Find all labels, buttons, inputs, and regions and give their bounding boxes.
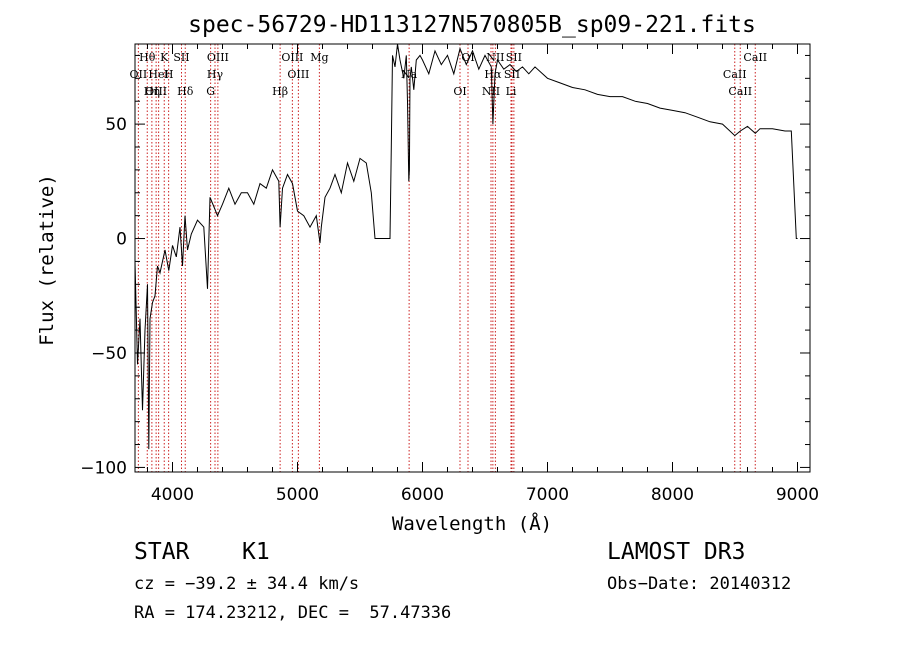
x-tick-label: 5000	[276, 485, 319, 505]
line-marker-label: Li	[506, 85, 517, 98]
x-tick-label: 7000	[526, 485, 569, 505]
line-marker-label: HeI	[148, 68, 168, 81]
line-marker-label: CaII	[723, 68, 747, 81]
line-marker-label: SII	[173, 51, 189, 64]
line-marker-label: K	[160, 51, 169, 64]
subclass: K1	[242, 539, 270, 565]
x-tick-label: 9000	[776, 485, 819, 505]
line-marker-label: Mg	[310, 51, 328, 64]
x-tick-label: 8000	[651, 485, 694, 505]
chart-title: spec-56729-HD113127N570805B_sp09-221.fit…	[188, 12, 756, 38]
spectrum-chart: spec-56729-HD113127N570805B_sp09-221.fit…	[36, 12, 819, 535]
coordinates: RA = 174.23212, DEC = 57.47336	[134, 603, 452, 623]
line-marker-label: Hδ	[177, 85, 194, 98]
x-tick-label: 4000	[151, 485, 194, 505]
axis-ticks: 4000 5000 6000 7000 8000 9000 −100 −50 0 50	[80, 44, 819, 505]
line-marker-label: G	[206, 85, 215, 98]
line-marker-label: Hγ	[207, 68, 224, 81]
line-marker-label: CaII	[743, 51, 767, 64]
survey-name: LAMOST DR3	[607, 539, 746, 565]
line-marker-label: NII	[482, 85, 500, 98]
line-marker-label: Hα	[484, 68, 502, 81]
redshift-value: cz = −39.2 ± 34.4 km/s	[134, 574, 360, 594]
line-marker-label: Hθ	[139, 51, 156, 64]
line-marker-label: H	[164, 68, 174, 81]
x-tick-label: 6000	[401, 485, 444, 505]
obs-date: Obs−Date: 20140312	[607, 574, 792, 594]
x-axis-label: Wavelength (Å)	[392, 512, 552, 535]
line-marker-label: OIII	[207, 51, 229, 64]
line-marker-label: OIII	[287, 68, 309, 81]
line-marker-label: SII	[506, 51, 522, 64]
plot-frame	[134, 43, 811, 473]
y-tick-label: −50	[91, 344, 127, 364]
line-marker-label: OI	[453, 85, 466, 98]
object-class: STAR	[134, 539, 190, 565]
y-tick-label: 0	[116, 230, 127, 250]
y-axis-label: Flux (relative)	[36, 174, 58, 346]
line-marker-label: OIII	[145, 85, 167, 98]
y-tick-label: 50	[105, 115, 127, 135]
line-marker-label: OII	[130, 68, 148, 81]
line-label-layer: Hθ OII OIII K HeI Hη SII HHδ OIII Hγ G OIII OIII Hβ Mg…	[130, 51, 768, 98]
line-marker-label: Hβ	[272, 85, 288, 98]
line-marker-label: OIII	[281, 51, 303, 64]
line-marker-label: Hη	[144, 85, 160, 98]
line-marker-label: CaII	[728, 85, 752, 98]
y-tick-label: −100	[80, 458, 127, 478]
line-marker-label: NII	[486, 51, 504, 64]
line-marker-label: Na	[401, 68, 418, 81]
spectrum-line	[134, 43, 798, 450]
